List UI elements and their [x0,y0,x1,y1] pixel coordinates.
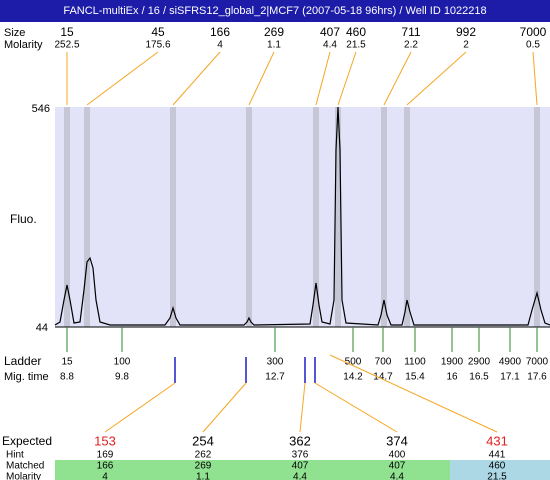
match-link [202,382,247,433]
peak-size: 166 [210,25,230,39]
cell: 362 [289,433,311,448]
matched-band [55,460,450,480]
ladder-time: 14.7 [373,372,393,383]
cell: 4.4 [390,472,404,480]
cell: 4.4 [293,472,307,480]
peak-size: 407 [320,25,340,39]
cell: 374 [386,433,408,448]
row-label: Hint [6,450,24,461]
cell: 4 [102,472,108,480]
ladder-time: 17.1 [500,372,520,383]
ladder-size: 500 [345,357,362,368]
title: FANCL-multiEx / 16 / siSFRS12_global_2|M… [63,5,486,17]
peak-size: 7000 [520,25,547,39]
peak-size: 269 [264,25,284,39]
row-label: Expected [2,434,52,448]
ladder-time: 9.8 [115,372,129,383]
ladder-size: 4900 [499,357,522,368]
cell: 441 [489,450,506,461]
cell: 407 [292,461,309,472]
peak-molarity: 252.5 [54,40,79,51]
peak-molarity: 1.1 [267,40,281,51]
title-bar [0,0,550,22]
ladder-size: 2900 [468,357,491,368]
peak-link [406,51,467,106]
peak-molarity: 0.5 [526,40,540,51]
cell: 400 [389,450,406,461]
peak-band [313,107,319,327]
peak-molarity: 2 [463,40,469,51]
peak-link [383,51,412,106]
ladder-time: 8.8 [60,372,74,383]
y-top: 546 [32,103,50,115]
ladder-size: 7000 [526,357,549,368]
ladder-size: 100 [114,357,131,368]
cell: 407 [389,461,406,472]
row-label: Molarity [6,472,41,480]
cell: 166 [97,461,114,472]
cell: 269 [195,461,212,472]
ladder-time: 16 [446,372,458,383]
ladder-size: 300 [267,357,284,368]
ladder-size: 1900 [441,357,464,368]
peak-band [335,107,341,327]
peak-size: 992 [456,25,476,39]
peak-band [84,107,90,327]
match-link [299,382,306,433]
peak-band [381,107,387,327]
peak-band [170,107,176,327]
molarity-label: Molarity [4,39,43,51]
matched-band-alt [450,460,550,480]
peak-link [248,51,275,106]
ladder-label: Ladder [4,354,41,368]
cell: 254 [192,433,214,448]
peak-band [246,107,252,327]
ladder-time: 17.6 [527,372,547,383]
ladder-time: 16.5 [469,372,489,383]
peak-molarity: 4 [217,40,223,51]
cell: 21.5 [487,472,507,480]
peak-size: 460 [346,25,366,39]
ladder-time: 15.4 [405,372,425,383]
ladder-size: 15 [61,357,73,368]
peak-molarity: 4.4 [323,40,337,51]
cell: 431 [486,433,508,448]
ladder-time: 12.7 [265,372,285,383]
trace [54,106,550,326]
peak-band [404,107,410,327]
peak-molarity: 21.5 [346,40,366,51]
y-label: Fluo. [10,212,37,226]
y-bottom: 44 [36,322,48,334]
peak-link [172,51,221,106]
peak-link [337,51,357,106]
peak-size: 15 [60,25,74,39]
peak-band [64,107,70,327]
row-label: Matched [6,461,44,472]
peak-band [534,107,540,327]
peak-molarity: 175.6 [145,40,170,51]
cell: 153 [94,433,116,448]
plot-area [55,107,550,327]
peak-size: 711 [401,25,420,39]
size-label: Size [4,27,25,39]
peak-link [86,51,159,106]
ladder-size: 1100 [404,357,426,368]
cell: 376 [292,450,309,461]
time-label: Mig. time [4,371,49,383]
peak-size: 45 [151,25,165,39]
match-link [329,354,498,433]
peak-link [315,51,331,106]
cell: 1.1 [196,472,210,480]
match-link [104,382,176,433]
peak-molarity: 2.2 [404,40,418,51]
match-link [314,382,398,433]
ladder-size: 700 [375,357,392,368]
cell: 460 [489,461,506,472]
cell: 169 [97,450,114,461]
peak-link [532,51,538,106]
ladder-time: 14.2 [343,372,363,383]
cell: 262 [195,450,212,461]
